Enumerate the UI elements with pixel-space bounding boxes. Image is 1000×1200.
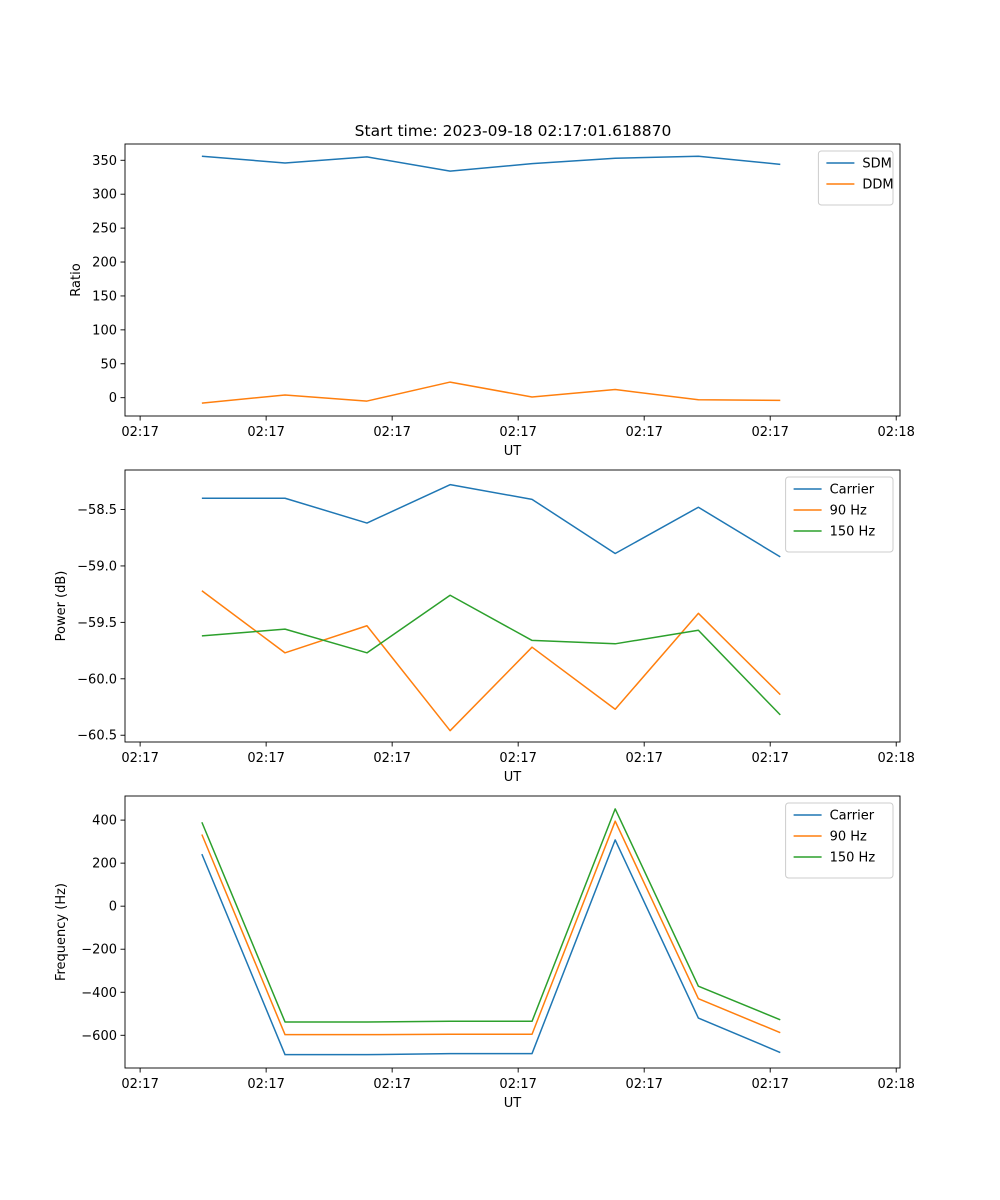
y-axis-label: Ratio: [69, 263, 84, 296]
figure-title: Start time: 2023-09-18 02:17:01.618870: [355, 122, 672, 140]
legend-label: 90 Hz: [830, 830, 867, 845]
y-tick-label: −400: [81, 986, 117, 1001]
x-tick-label: 02:18: [877, 1077, 914, 1092]
legend: Carrier 90 Hz 150 Hz: [785, 802, 894, 879]
x-tick-label: 02:17: [121, 751, 158, 766]
y-tick-label: 50: [100, 357, 117, 372]
series-line-90-hz: [201, 820, 781, 1036]
series-line-150-hz: [201, 808, 781, 1023]
y-tick-label: −59.0: [77, 559, 117, 574]
y-tick-label: −59.5: [77, 616, 117, 631]
legend-box: [785, 476, 894, 553]
axes-frame: [124, 469, 901, 743]
y-tick-label: 0: [109, 900, 117, 915]
x-tick-label: 02:17: [499, 425, 536, 440]
y-tick-label: −600: [81, 1029, 117, 1044]
x-tick-label: 02:17: [247, 425, 284, 440]
axes-frame: [124, 795, 901, 1069]
y-tick-label: 250: [92, 222, 117, 237]
x-axis-label: UT: [504, 770, 522, 785]
series-line-carrier: [201, 839, 781, 1056]
x-tick-label: 02:17: [499, 1077, 536, 1092]
y-tick-label: 300: [92, 188, 117, 203]
axes-frame: [124, 143, 901, 417]
legend-label: SDM: [862, 157, 891, 172]
x-tick-label: 02:17: [247, 1077, 284, 1092]
legend-label: Carrier: [830, 483, 875, 498]
y-axis-label: Frequency (Hz): [54, 883, 69, 981]
x-tick-label: 02:17: [121, 425, 158, 440]
x-axis-label: UT: [504, 444, 522, 459]
x-tick-label: 02:17: [121, 1077, 158, 1092]
x-tick-label: 02:17: [751, 425, 788, 440]
y-tick-label: −60.5: [77, 729, 117, 744]
y-tick-label: 400: [92, 814, 117, 829]
panel-1: 02:17 02:17 02:17 02:17 02:17 02:17 02:18 0 50 10…: [69, 143, 915, 459]
y-tick-label: 0: [109, 391, 117, 406]
x-tick-label: 02:17: [751, 751, 788, 766]
x-tick-label: 02:17: [751, 1077, 788, 1092]
legend: SDM DDM: [817, 150, 894, 206]
legend-label: 150 Hz: [830, 851, 876, 866]
legend-box: [817, 150, 894, 206]
x-tick-label: 02:18: [877, 425, 914, 440]
y-tick-label: −60.0: [77, 672, 117, 687]
y-tick-label: 200: [92, 256, 117, 271]
y-tick-label: −58.5: [77, 503, 117, 518]
panel-3: 02:17 02:17 02:17 02:17 02:17 02:17 02:18 −600 −…: [54, 795, 915, 1111]
x-tick-label: 02:17: [373, 751, 410, 766]
panel-2: 02:17 02:17 02:17 02:17 02:17 02:17 02:18 −60.5…: [54, 469, 915, 785]
x-tick-label: 02:17: [625, 1077, 662, 1092]
x-tick-label: 02:17: [373, 425, 410, 440]
y-tick-label: −200: [81, 943, 117, 958]
series-line-90-hz: [201, 590, 781, 732]
x-tick-label: 02:17: [499, 751, 536, 766]
legend-label: 90 Hz: [830, 504, 867, 519]
x-tick-label: 02:18: [877, 751, 914, 766]
y-tick-label: 100: [92, 323, 117, 338]
x-tick-label: 02:17: [625, 751, 662, 766]
x-tick-label: 02:17: [625, 425, 662, 440]
panels: 02:17 02:17 02:17 02:17 02:17 02:17 02:18 0 50 10…: [54, 143, 915, 1111]
series-line-carrier: [201, 483, 781, 558]
y-tick-label: 350: [92, 154, 117, 169]
x-tick-label: 02:17: [373, 1077, 410, 1092]
y-tick-label: 150: [92, 289, 117, 304]
x-tick-label: 02:17: [247, 751, 284, 766]
series-line-150-hz: [201, 594, 781, 716]
series-line-ddm: [201, 381, 781, 404]
y-tick-label: 200: [92, 857, 117, 872]
series-line-sdm: [201, 155, 781, 172]
legend-label: DDM: [862, 178, 893, 193]
x-axis-label: UT: [504, 1096, 522, 1111]
legend-label: 150 Hz: [830, 525, 876, 540]
legend: Carrier 90 Hz 150 Hz: [785, 476, 894, 553]
legend-box: [785, 802, 894, 879]
y-axis-label: Power (dB): [54, 571, 69, 642]
legend-label: Carrier: [830, 809, 875, 824]
